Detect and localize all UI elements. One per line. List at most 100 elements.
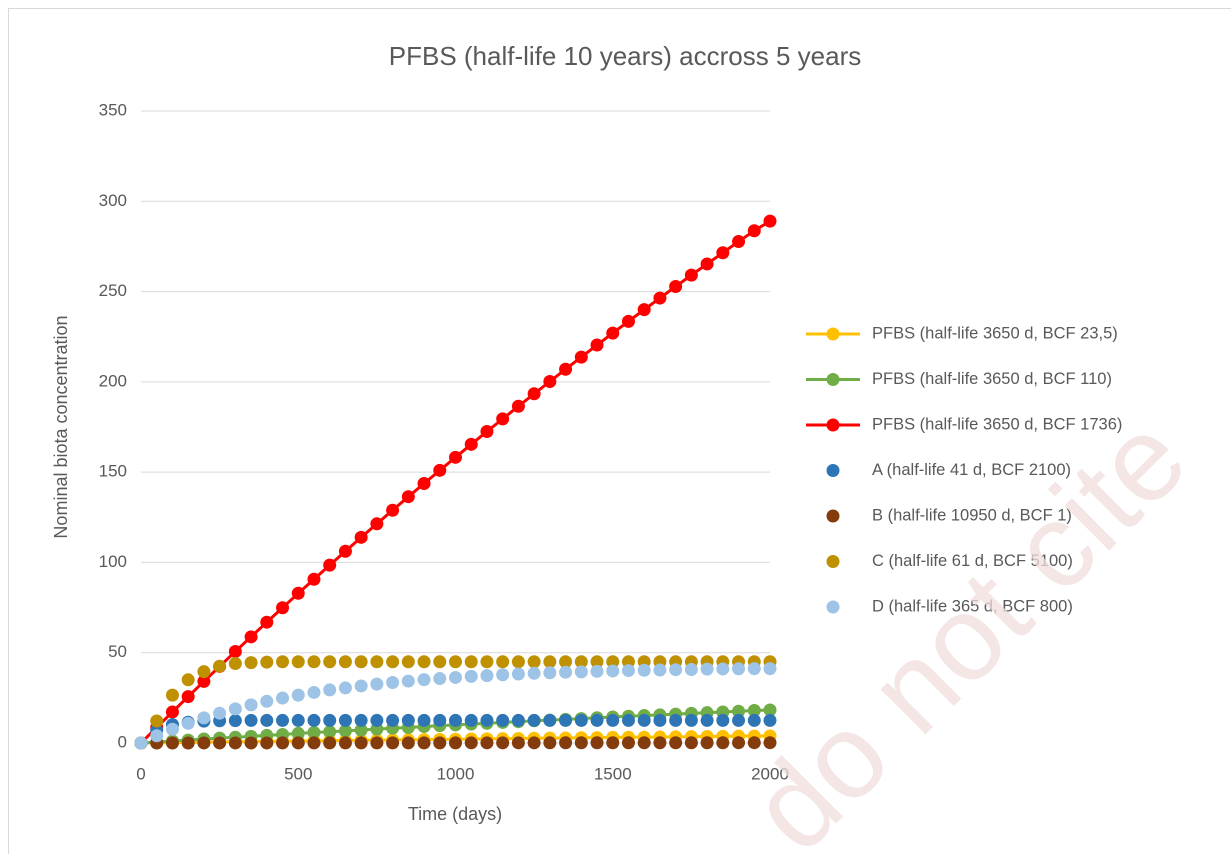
data-point — [480, 425, 494, 439]
data-point — [417, 673, 431, 687]
data-point — [669, 713, 683, 727]
data-point — [354, 713, 368, 727]
legend-label: PFBS (half-life 3650 d, BCF 110) — [872, 370, 1112, 388]
data-point — [763, 713, 777, 727]
data-point — [543, 655, 557, 669]
data-point — [276, 691, 290, 705]
data-point — [606, 713, 620, 727]
data-point — [370, 677, 384, 691]
data-point — [496, 668, 510, 682]
legend-marker — [826, 509, 840, 523]
data-point — [621, 736, 635, 750]
data-point — [700, 257, 714, 271]
data-point — [386, 713, 400, 727]
data-point — [291, 713, 305, 727]
data-point — [511, 713, 525, 727]
data-point — [606, 655, 620, 669]
data-point — [370, 736, 384, 750]
data-point — [197, 736, 211, 750]
plot-area — [134, 214, 777, 750]
data-point — [653, 736, 667, 750]
data-point — [244, 736, 258, 750]
data-point — [559, 362, 573, 376]
legend-marker — [826, 373, 840, 386]
legend-label: PFBS (half-life 3650 d, BCF 1736) — [872, 415, 1122, 433]
data-point — [763, 662, 777, 676]
data-point — [323, 736, 337, 750]
data-point — [543, 374, 557, 388]
data-point — [732, 736, 746, 750]
data-point — [417, 655, 431, 669]
data-point — [747, 703, 761, 717]
data-point — [559, 713, 573, 727]
data-point — [228, 702, 242, 716]
data-point — [417, 736, 431, 750]
data-point — [590, 713, 604, 727]
data-point — [464, 437, 478, 451]
data-point — [307, 726, 321, 740]
data-point — [276, 736, 290, 750]
data-point — [669, 663, 683, 677]
data-point — [338, 736, 352, 750]
data-point — [307, 685, 321, 699]
data-point — [763, 214, 777, 228]
y-tick-label: 0 — [118, 732, 127, 751]
data-point — [338, 724, 352, 738]
data-point — [700, 736, 714, 750]
y-tick-label: 100 — [99, 552, 127, 571]
data-point — [574, 350, 588, 364]
data-point — [543, 713, 557, 727]
data-point — [527, 736, 541, 750]
y-tick-label: 50 — [108, 642, 127, 661]
data-point — [480, 669, 494, 683]
data-point — [621, 314, 635, 328]
legend-label: A (half-life 41 d, BCF 2100) — [872, 461, 1071, 479]
data-point — [732, 713, 746, 727]
legend-label: C (half-life 61 d, BCF 5100) — [872, 552, 1073, 570]
data-point — [732, 704, 746, 718]
data-point — [653, 291, 667, 305]
data-point — [260, 736, 274, 750]
data-point — [213, 736, 227, 750]
legend-label: PFBS (half-life 3650 d, BCF 23,5) — [872, 324, 1118, 342]
data-point — [621, 664, 635, 678]
data-point — [684, 663, 698, 677]
data-point — [244, 698, 258, 712]
data-point — [165, 688, 179, 702]
data-point — [228, 644, 242, 658]
data-point — [165, 722, 179, 736]
y-tick-label: 300 — [99, 191, 127, 210]
data-point — [213, 706, 227, 720]
data-point — [716, 713, 730, 727]
data-point — [338, 544, 352, 558]
y-tick-label: 200 — [99, 371, 127, 390]
data-point — [684, 713, 698, 727]
data-point — [480, 655, 494, 669]
data-point — [590, 664, 604, 678]
data-point — [165, 736, 179, 750]
data-point — [480, 736, 494, 750]
data-point — [386, 655, 400, 669]
data-point — [747, 662, 761, 676]
data-point — [464, 736, 478, 750]
data-point — [606, 664, 620, 678]
data-point — [747, 736, 761, 750]
y-tick-label: 350 — [99, 100, 127, 119]
data-point — [244, 713, 258, 727]
data-point — [449, 713, 462, 727]
x-tick-label: 0 — [136, 764, 145, 783]
data-point — [338, 681, 352, 695]
data-point — [496, 655, 510, 669]
data-point — [386, 676, 400, 690]
x-tick-label: 2000 — [751, 764, 789, 783]
data-point — [543, 736, 557, 750]
data-point — [433, 736, 447, 750]
data-point — [684, 268, 698, 282]
data-point — [291, 655, 305, 669]
data-point — [449, 670, 462, 684]
data-point — [276, 601, 290, 615]
data-point — [417, 477, 431, 491]
data-point — [574, 665, 588, 679]
data-point — [496, 412, 510, 426]
